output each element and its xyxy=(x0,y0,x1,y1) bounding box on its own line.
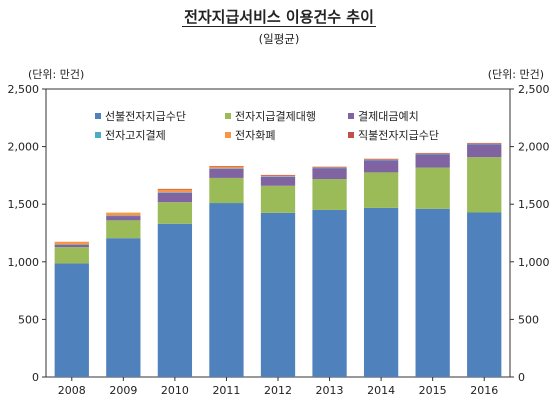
x-tick-label: 2009 xyxy=(109,384,137,397)
chart-title: 전자지급서비스 이용건수 추이 xyxy=(0,6,558,27)
bar-segment xyxy=(312,179,347,210)
y-tick-label-right: 500 xyxy=(518,313,539,326)
right-axis-unit: (단위: 만건) xyxy=(487,68,544,81)
legend-swatch xyxy=(95,132,101,138)
bar-segment xyxy=(157,188,193,190)
bar-segment xyxy=(209,203,244,377)
bar-segment xyxy=(209,166,244,169)
y-tick-label-left: 2,500 xyxy=(8,83,40,96)
bar-segment xyxy=(363,160,399,173)
legend-swatch xyxy=(95,113,101,119)
bar-segment xyxy=(54,244,89,246)
bar-segment xyxy=(260,174,296,176)
bar-segment xyxy=(363,207,399,377)
bar-segment xyxy=(312,168,347,180)
bar-segment xyxy=(312,167,347,169)
bar-segment xyxy=(209,168,244,169)
bar-segment xyxy=(260,176,296,186)
bar-segment xyxy=(157,202,193,224)
bar-segment xyxy=(467,157,502,213)
bar-segment xyxy=(106,215,141,221)
bar-segment xyxy=(260,212,296,377)
y-tick-label-left: 1,500 xyxy=(8,198,40,211)
bar-segment xyxy=(157,223,193,377)
bar-segment xyxy=(467,142,502,144)
y-tick-label-left: 2,000 xyxy=(8,141,40,154)
bar-segment xyxy=(312,209,347,377)
chart-subtitle: (일평균) xyxy=(258,32,300,46)
y-tick-label-right: 0 xyxy=(518,371,525,384)
bar-segment xyxy=(209,166,244,167)
chart-title-text: 전자지급서비스 이용건수 추이 xyxy=(182,8,376,27)
bar-segment xyxy=(157,188,193,193)
y-tick-label-right: 1,000 xyxy=(518,256,550,269)
x-tick-label: 2015 xyxy=(419,384,447,397)
bar-segment xyxy=(106,220,141,239)
legend-swatch xyxy=(348,113,354,119)
bar-segment xyxy=(467,212,502,377)
x-tick-label: 2011 xyxy=(212,384,240,397)
legend-label: 선불전자지급수단 xyxy=(105,110,186,123)
bar-segment xyxy=(415,154,450,168)
legend-label: 전자화폐 xyxy=(235,129,275,142)
bar-segment xyxy=(54,241,89,245)
legend-label: 결제대금예치 xyxy=(358,110,419,123)
bar-segment xyxy=(363,172,399,208)
x-tick-label: 2016 xyxy=(470,384,498,397)
bar-segment xyxy=(106,238,141,377)
legend-swatch xyxy=(225,113,231,119)
y-tick-label-left: 500 xyxy=(18,313,39,326)
legend-label: 전자지급결제대행 xyxy=(235,110,316,123)
legend-label: 전자고지결제 xyxy=(105,129,166,142)
bar-segment xyxy=(312,166,347,168)
bar-segment xyxy=(54,247,89,264)
legend-swatch xyxy=(348,132,354,138)
bar-segment xyxy=(467,144,502,158)
x-tick-label: 2008 xyxy=(58,384,86,397)
bar-segment xyxy=(260,175,296,177)
y-tick-label-right: 1,500 xyxy=(518,198,550,211)
bar-segment xyxy=(209,177,244,204)
y-tick-label-right: 2,500 xyxy=(518,83,550,96)
bar-segment xyxy=(415,152,450,154)
bar-segment xyxy=(157,192,193,203)
legend-label: 직불전자지급수단 xyxy=(358,129,439,142)
y-tick-label-left: 0 xyxy=(32,371,39,384)
bar-segment xyxy=(54,244,89,248)
left-axis-unit: (단위: 만건) xyxy=(28,68,85,81)
x-tick-label: 2014 xyxy=(367,384,395,397)
bar-segment xyxy=(157,192,193,193)
bar-segment xyxy=(363,158,399,160)
bar-segment xyxy=(54,263,89,377)
y-tick-label-left: 1,000 xyxy=(8,256,40,269)
bar-segment xyxy=(260,176,296,177)
bar-segment xyxy=(363,159,399,161)
x-tick-label: 2012 xyxy=(264,384,292,397)
bar-segment xyxy=(260,185,296,213)
x-tick-label: 2013 xyxy=(316,384,344,397)
x-tick-label: 2010 xyxy=(161,384,189,397)
bar-segment xyxy=(467,143,502,145)
bar-segment xyxy=(415,167,450,209)
bar-segment xyxy=(209,168,244,178)
bar-segment xyxy=(106,212,141,216)
legend-swatch xyxy=(225,132,231,138)
bar-segment xyxy=(415,153,450,155)
bar-segment xyxy=(415,208,450,377)
bar-segment xyxy=(106,215,141,217)
y-tick-label-right: 2,000 xyxy=(518,141,550,154)
